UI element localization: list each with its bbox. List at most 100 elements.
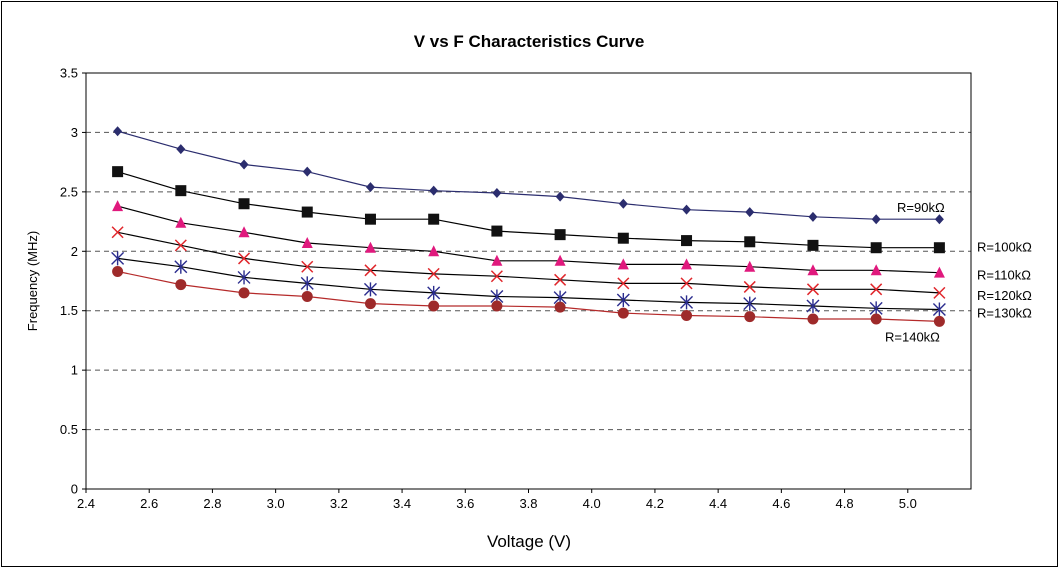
data-point: [428, 213, 440, 225]
data-point: [934, 214, 944, 225]
chart-title: V vs F Characteristics Curve: [414, 32, 645, 51]
data-point: [174, 239, 187, 252]
data-point: [806, 298, 820, 313]
data-point: [428, 245, 440, 257]
y-tick-label: 1.5: [60, 303, 78, 318]
x-tick-label: 4.4: [709, 496, 727, 511]
data-point: [174, 259, 188, 274]
data-point: [744, 311, 756, 323]
data-point: [807, 264, 819, 276]
data-point: [492, 188, 502, 199]
data-point: [301, 206, 313, 218]
data-point: [617, 232, 629, 244]
data-point: [491, 225, 503, 237]
data-point: [681, 258, 693, 270]
x-axis: 2.4 2.6 2.8 3.0 3.2 3.4 3.6 3.8 4.0 4.2 4.4 4.6 4.8 5…: [77, 489, 917, 511]
data-point: [681, 309, 693, 321]
data-point: [743, 296, 757, 311]
series-markers: [111, 126, 946, 327]
data-point: [175, 216, 187, 228]
data-point: [743, 280, 756, 293]
data-point: [744, 236, 756, 248]
series-label-2: R=100kΩ: [977, 240, 1032, 255]
data-point: [491, 254, 503, 266]
data-point: [302, 166, 312, 177]
series-label-4: R=120kΩ: [977, 288, 1032, 303]
data-point: [238, 287, 250, 299]
series-line-4: [117, 231, 940, 294]
data-point: [427, 285, 441, 300]
data-point: [932, 302, 946, 317]
y-tick-label: 0: [71, 482, 78, 497]
data-point: [871, 214, 881, 225]
data-point: [238, 226, 250, 238]
data-point: [617, 258, 629, 270]
series-lines: [117, 130, 940, 322]
data-point: [364, 264, 377, 277]
data-point: [239, 159, 249, 170]
data-point: [807, 239, 819, 251]
data-point: [491, 300, 503, 312]
data-point: [176, 144, 186, 155]
data-point: [113, 126, 123, 137]
data-point: [429, 185, 439, 196]
data-point: [301, 236, 313, 248]
data-point: [808, 211, 818, 222]
data-point: [554, 301, 566, 313]
x-tick-label: 2.8: [203, 496, 221, 511]
x-tick-label: 3.4: [393, 496, 411, 511]
data-point: [869, 301, 883, 316]
data-point: [933, 286, 946, 299]
series-label-1: R=90kΩ: [897, 200, 945, 215]
data-point: [175, 279, 187, 291]
data-point: [301, 260, 314, 273]
data-point: [238, 252, 251, 265]
data-point: [616, 293, 630, 308]
data-point: [111, 251, 125, 266]
data-point: [237, 270, 251, 285]
series-line-1: [117, 130, 940, 220]
y-tick-label: 2.5: [60, 184, 78, 199]
y-axis: 0 0.5 1 1.5 2 2.5 3 3.5: [60, 66, 86, 497]
data-point: [175, 185, 187, 197]
x-axis-label: Voltage (V): [487, 532, 571, 551]
data-point: [554, 254, 566, 266]
data-point: [617, 277, 630, 290]
y-tick-label: 1: [71, 363, 78, 378]
data-point: [554, 273, 567, 286]
series-label-3: R=110kΩ: [977, 268, 1031, 283]
x-tick-label: 2.6: [140, 496, 158, 511]
data-point: [617, 307, 629, 319]
data-point: [111, 226, 124, 239]
x-tick-label: 4.8: [836, 496, 854, 511]
data-point: [870, 264, 882, 276]
data-point: [427, 267, 440, 280]
data-point: [933, 266, 945, 278]
plot-area: [85, 72, 972, 490]
data-point: [364, 298, 376, 310]
x-tick-label: 3.8: [519, 496, 537, 511]
series-line-5: [117, 257, 940, 311]
x-tick-label: 4.6: [772, 496, 790, 511]
data-point: [363, 282, 377, 297]
data-point: [364, 241, 376, 253]
data-point: [680, 277, 693, 290]
data-point: [112, 265, 124, 277]
data-point: [870, 242, 882, 254]
x-tick-label: 3.6: [456, 496, 474, 511]
data-point: [490, 270, 503, 283]
data-point: [364, 213, 376, 225]
data-point: [618, 198, 628, 209]
data-point: [744, 260, 756, 272]
y-tick-label: 3: [71, 125, 78, 140]
series-label-5: R=130kΩ: [977, 306, 1032, 321]
data-point: [112, 200, 124, 212]
y-axis-label: Frequency (MHz): [25, 231, 40, 331]
y-tick-label: 3.5: [60, 66, 78, 81]
data-point: [555, 191, 565, 202]
x-tick-label: 4.0: [583, 496, 601, 511]
y-tick-label: 0.5: [60, 422, 78, 437]
x-tick-label: 5.0: [899, 496, 917, 511]
data-point: [682, 204, 692, 215]
